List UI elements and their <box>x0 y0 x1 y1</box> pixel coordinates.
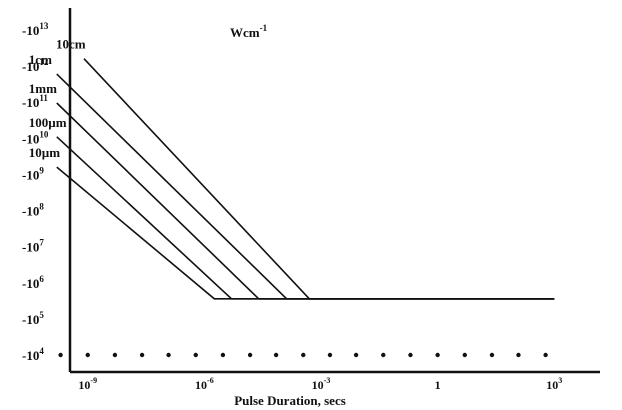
y-tick-label: -1013 <box>22 21 49 38</box>
unit-label: Wcm-1 <box>230 23 268 40</box>
y-tick-exp: 9 <box>39 165 44 175</box>
baseline-dot <box>139 352 145 358</box>
x-tick-label: 1 <box>435 378 441 392</box>
baseline-dot <box>543 352 548 358</box>
x-tick-base: 10 <box>195 378 207 392</box>
chart-axes <box>68 8 600 374</box>
y-tick-exp: 5 <box>39 310 44 320</box>
baseline-dot <box>435 352 440 358</box>
baseline-dot <box>408 352 413 358</box>
y-tick-base: -10 <box>22 312 39 327</box>
y-tick-label: -1012 <box>22 57 49 74</box>
series-labels: 10cm 1cm 1mm 100µm 10µm <box>29 37 86 160</box>
series-label: 1cm <box>29 52 52 67</box>
x-tick-base: 1 <box>435 378 441 392</box>
y-tick-base: -10 <box>22 59 39 74</box>
x-tick-exp: 3 <box>558 376 562 385</box>
series-label: 10µm <box>29 145 60 160</box>
x-tick-exp: -6 <box>207 376 214 385</box>
series-line <box>56 102 555 300</box>
series-label: 100µm <box>29 115 67 130</box>
baseline-dot <box>166 352 171 358</box>
y-tick-exp: 10 <box>39 129 49 139</box>
x-tick-base: 10 <box>312 378 324 392</box>
baseline-dot <box>516 352 521 358</box>
y-tick-exp: 4 <box>39 346 44 356</box>
y-tick-base: -10 <box>22 23 39 38</box>
baseline-dot <box>85 352 90 358</box>
baseline-dots <box>58 352 548 358</box>
y-tick-base: -10 <box>22 131 39 146</box>
y-tick-base: -10 <box>22 167 39 182</box>
y-tick-label: -1010 <box>22 129 49 146</box>
y-tick-exp: 11 <box>39 93 48 103</box>
y-tick-base: -10 <box>22 95 39 110</box>
baseline-dot <box>353 352 359 358</box>
baseline-dot <box>273 352 279 358</box>
x-tick-base: 10 <box>546 378 558 392</box>
baseline-dot <box>381 352 386 358</box>
y-tick-base: -10 <box>22 204 39 219</box>
y-tick-base: -10 <box>22 348 39 363</box>
y-tick-exp: 6 <box>39 274 44 284</box>
x-tick-exp: -9 <box>90 376 97 385</box>
baseline-dot <box>220 352 226 358</box>
y-tick-label: -109 <box>22 165 44 182</box>
y-tick-label: -107 <box>22 238 44 255</box>
y-tick-label: -104 <box>22 346 44 363</box>
y-tick-exp: 7 <box>39 238 44 248</box>
x-tick-label: 10-3 <box>312 376 331 392</box>
x-axis-title: Pulse Duration, secs <box>234 393 346 408</box>
baseline-dot <box>58 352 63 358</box>
series-line <box>56 136 555 300</box>
series-label: 10cm <box>56 37 86 52</box>
baseline-dot <box>247 352 253 358</box>
baseline-dot <box>193 352 198 358</box>
baseline-dot <box>462 352 467 358</box>
x-tick-base: 10 <box>78 378 90 392</box>
x-tick-labels: 10-9 10-6 10-3 1 103 <box>78 376 562 392</box>
baseline-dot <box>327 352 333 358</box>
y-tick-labels: -1013-1012-1011-1010-109-108-107-106-105… <box>22 21 49 363</box>
y-tick-exp: 12 <box>39 57 49 67</box>
series-line <box>56 73 555 300</box>
y-tick-label: -1011 <box>22 93 48 110</box>
y-tick-exp: 8 <box>39 202 44 212</box>
y-tick-label: -108 <box>22 202 44 219</box>
baseline-dot <box>489 352 495 358</box>
chart-marks <box>56 58 555 300</box>
y-tick-base: -10 <box>22 276 39 291</box>
series-label: 1mm <box>29 81 57 96</box>
x-tick-label: 103 <box>546 376 562 392</box>
series-line <box>83 58 555 300</box>
y-tick-exp: 13 <box>39 21 49 31</box>
x-tick-label: 10-6 <box>195 376 214 392</box>
baseline-dot <box>301 352 306 358</box>
y-tick-base: -10 <box>22 240 39 255</box>
series-line <box>56 166 555 300</box>
x-tick-label: 10-9 <box>78 376 97 392</box>
y-tick-label: -106 <box>22 274 44 291</box>
y-tick-label: -105 <box>22 310 44 327</box>
x-tick-exp: -3 <box>324 376 331 385</box>
baseline-dot <box>112 352 118 358</box>
